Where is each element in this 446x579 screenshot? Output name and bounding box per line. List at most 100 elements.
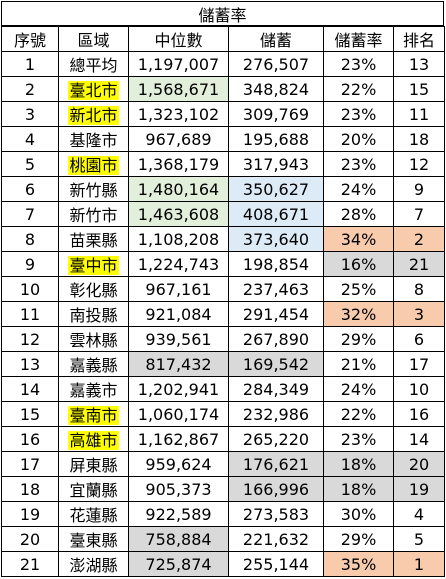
table-row: 16 高雄市 1,162,867 265,220 23% 14 <box>1 426 445 452</box>
rank-cell: 12 <box>393 151 445 177</box>
table-title: 儲蓄率 <box>1 1 444 26</box>
savings-cell: 408,671 <box>228 201 324 227</box>
savings-rate-cell: 18% <box>323 451 394 477</box>
row-index: 11 <box>1 301 59 327</box>
savings-rate-cell: 16% <box>323 251 394 277</box>
savings-rate-cell: 25% <box>323 276 394 302</box>
savings-rate-cell: 20% <box>323 126 394 152</box>
region-cell: 臺北市 <box>58 76 129 102</box>
region-name: 宜蘭縣 <box>69 481 118 500</box>
savings-cell: 169,542 <box>228 351 324 377</box>
savings-rate-cell: 30% <box>323 501 394 527</box>
header-index: 序號 <box>1 26 59 52</box>
savings-rate-cell: 22% <box>323 76 394 102</box>
table-row: 13 嘉義縣 817,432 169,542 21% 17 <box>1 351 445 377</box>
row-index: 2 <box>1 76 59 102</box>
row-index: 14 <box>1 376 59 402</box>
savings-cell: 198,854 <box>228 251 324 277</box>
table-row: 5 桃園市 1,368,179 317,943 23% 12 <box>1 151 445 177</box>
savings-rate-cell: 23% <box>323 426 394 452</box>
table-row: 20 臺東縣 758,884 221,632 29% 5 <box>1 526 445 552</box>
region-name: 臺南市 <box>68 406 119 425</box>
region-name: 嘉義市 <box>69 381 118 400</box>
median-income-cell: 922,589 <box>128 501 229 527</box>
row-index: 16 <box>1 426 59 452</box>
region-name: 臺東縣 <box>69 531 118 550</box>
region-cell: 高雄市 <box>58 426 129 452</box>
table-row: 9 臺中市 1,224,743 198,854 16% 21 <box>1 251 445 277</box>
rank-cell: 3 <box>393 301 445 327</box>
region-name: 桃園市 <box>68 156 119 175</box>
rank-cell: 15 <box>393 76 445 102</box>
rank-cell: 14 <box>393 426 445 452</box>
region-name: 臺中市 <box>68 256 119 275</box>
rank-cell: 21 <box>393 251 445 277</box>
region-name: 彰化縣 <box>69 281 118 300</box>
median-income-cell: 758,884 <box>128 526 229 552</box>
rank-cell: 13 <box>393 51 445 77</box>
savings-rate-cell: 29% <box>323 526 394 552</box>
savings-cell: 221,632 <box>228 526 324 552</box>
rank-cell: 5 <box>393 526 445 552</box>
savings-cell: 284,349 <box>228 376 324 402</box>
row-index: 4 <box>1 126 59 152</box>
rank-cell: 1 <box>393 551 445 577</box>
table-row: 11 南投縣 921,084 291,454 32% 3 <box>1 301 445 327</box>
region-cell: 彰化縣 <box>58 276 129 302</box>
row-index: 8 <box>1 226 59 252</box>
table-row: 2 臺北市 1,568,671 348,824 22% 15 <box>1 76 445 102</box>
rank-cell: 9 <box>393 176 445 202</box>
rank-cell: 17 <box>393 351 445 377</box>
savings-rate-cell: 23% <box>323 51 394 77</box>
region-cell: 宜蘭縣 <box>58 476 129 502</box>
region-cell: 新竹縣 <box>58 176 129 202</box>
median-income-cell: 921,084 <box>128 301 229 327</box>
median-income-cell: 1,197,007 <box>128 51 229 77</box>
rank-cell: 8 <box>393 276 445 302</box>
savings-cell: 317,943 <box>228 151 324 177</box>
rank-cell: 16 <box>393 401 445 427</box>
savings-rate-cell: 23% <box>323 101 394 127</box>
region-cell: 南投縣 <box>58 301 129 327</box>
rank-cell: 19 <box>393 476 445 502</box>
table-row: 14 嘉義市 1,202,941 284,349 24% 10 <box>1 376 445 402</box>
savings-rate-cell: 24% <box>323 376 394 402</box>
savings-cell: 350,627 <box>228 176 324 202</box>
region-name: 南投縣 <box>69 306 118 325</box>
savings-cell: 166,996 <box>228 476 324 502</box>
savings-cell: 267,890 <box>228 326 324 352</box>
region-cell: 苗栗縣 <box>58 226 129 252</box>
region-cell: 屏東縣 <box>58 451 129 477</box>
savings-rate-cell: 35% <box>323 551 394 577</box>
table-row: 4 基隆市 967,689 195,688 20% 18 <box>1 126 445 152</box>
rank-cell: 20 <box>393 451 445 477</box>
row-index: 5 <box>1 151 59 177</box>
savings-cell: 309,769 <box>228 101 324 127</box>
median-income-cell: 1,568,671 <box>128 76 229 102</box>
header-rank: 排名 <box>393 26 445 52</box>
median-income-cell: 1,224,743 <box>128 251 229 277</box>
table-row: 6 新竹縣 1,480,164 350,627 24% 9 <box>1 176 445 202</box>
median-income-cell: 1,368,179 <box>128 151 229 177</box>
table-row: 19 花蓮縣 922,589 273,583 30% 4 <box>1 501 445 527</box>
median-income-cell: 1,108,208 <box>128 226 229 252</box>
savings-rate-cell: 23% <box>323 151 394 177</box>
row-index: 10 <box>1 276 59 302</box>
median-income-cell: 905,373 <box>128 476 229 502</box>
region-cell: 基隆市 <box>58 126 129 152</box>
table-row: 8 苗栗縣 1,108,208 373,640 34% 2 <box>1 226 445 252</box>
table-body: 1 總平均 1,197,007 276,507 23% 13 2 臺北市 1,568,671 34… <box>1 51 445 577</box>
region-cell: 臺南市 <box>58 401 129 427</box>
region-cell: 嘉義縣 <box>58 351 129 377</box>
rank-cell: 11 <box>393 101 445 127</box>
median-income-cell: 959,624 <box>128 451 229 477</box>
row-index: 20 <box>1 526 59 552</box>
table-row: 17 屏東縣 959,624 176,621 18% 20 <box>1 451 445 477</box>
table-row: 10 彰化縣 967,161 237,463 25% 8 <box>1 276 445 302</box>
table-row: 12 雲林縣 939,561 267,890 29% 6 <box>1 326 445 352</box>
median-income-cell: 1,323,102 <box>128 101 229 127</box>
row-index: 3 <box>1 101 59 127</box>
row-index: 21 <box>1 551 59 577</box>
median-income-cell: 1,463,608 <box>128 201 229 227</box>
